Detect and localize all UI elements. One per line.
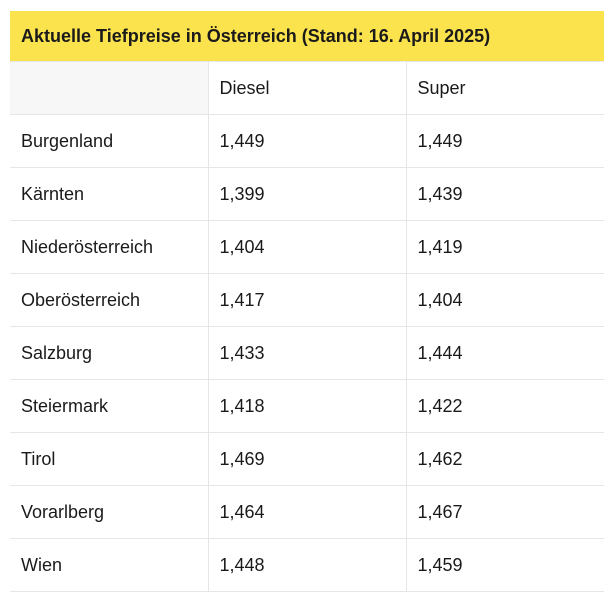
super-price-cell: 1,459 [405,538,604,592]
super-price-cell: 1,422 [405,379,604,433]
table-row: Steiermark 1,418 1,422 [10,379,604,433]
table-row: Tirol 1,469 1,462 [10,432,604,486]
region-cell: Wien [10,538,209,592]
region-cell: Oberösterreich [10,273,209,327]
table-row: Vorarlberg 1,464 1,467 [10,485,604,539]
header-super: Super [405,61,604,115]
fuel-price-table: Aktuelle Tiefpreise in Österreich (Stand… [10,11,604,592]
diesel-price-cell: 1,469 [207,432,407,486]
table-row: Wien 1,448 1,459 [10,538,604,592]
table-row: Salzburg 1,433 1,444 [10,326,604,380]
diesel-price-cell: 1,448 [207,538,407,592]
diesel-price-cell: 1,464 [207,485,407,539]
diesel-price-cell: 1,417 [207,273,407,327]
region-cell: Salzburg [10,326,209,380]
region-cell: Tirol [10,432,209,486]
diesel-price-cell: 1,433 [207,326,407,380]
header-region [10,61,209,115]
super-price-cell: 1,444 [405,326,604,380]
table-row: Burgenland 1,449 1,449 [10,114,604,168]
super-price-cell: 1,467 [405,485,604,539]
super-price-cell: 1,462 [405,432,604,486]
diesel-price-cell: 1,404 [207,220,407,274]
region-cell: Niederösterreich [10,220,209,274]
super-price-cell: 1,419 [405,220,604,274]
super-price-cell: 1,449 [405,114,604,168]
diesel-price-cell: 1,449 [207,114,407,168]
table-row: Niederösterreich 1,404 1,419 [10,220,604,274]
super-price-cell: 1,439 [405,167,604,221]
region-cell: Burgenland [10,114,209,168]
super-price-cell: 1,404 [405,273,604,327]
header-diesel: Diesel [207,61,407,115]
table-row: Oberösterreich 1,417 1,404 [10,273,604,327]
region-cell: Steiermark [10,379,209,433]
table-header-row: Diesel Super [10,61,604,115]
diesel-price-cell: 1,399 [207,167,407,221]
diesel-price-cell: 1,418 [207,379,407,433]
region-cell: Vorarlberg [10,485,209,539]
region-cell: Kärnten [10,167,209,221]
table-title: Aktuelle Tiefpreise in Österreich (Stand… [10,11,604,61]
table-row: Kärnten 1,399 1,439 [10,167,604,221]
